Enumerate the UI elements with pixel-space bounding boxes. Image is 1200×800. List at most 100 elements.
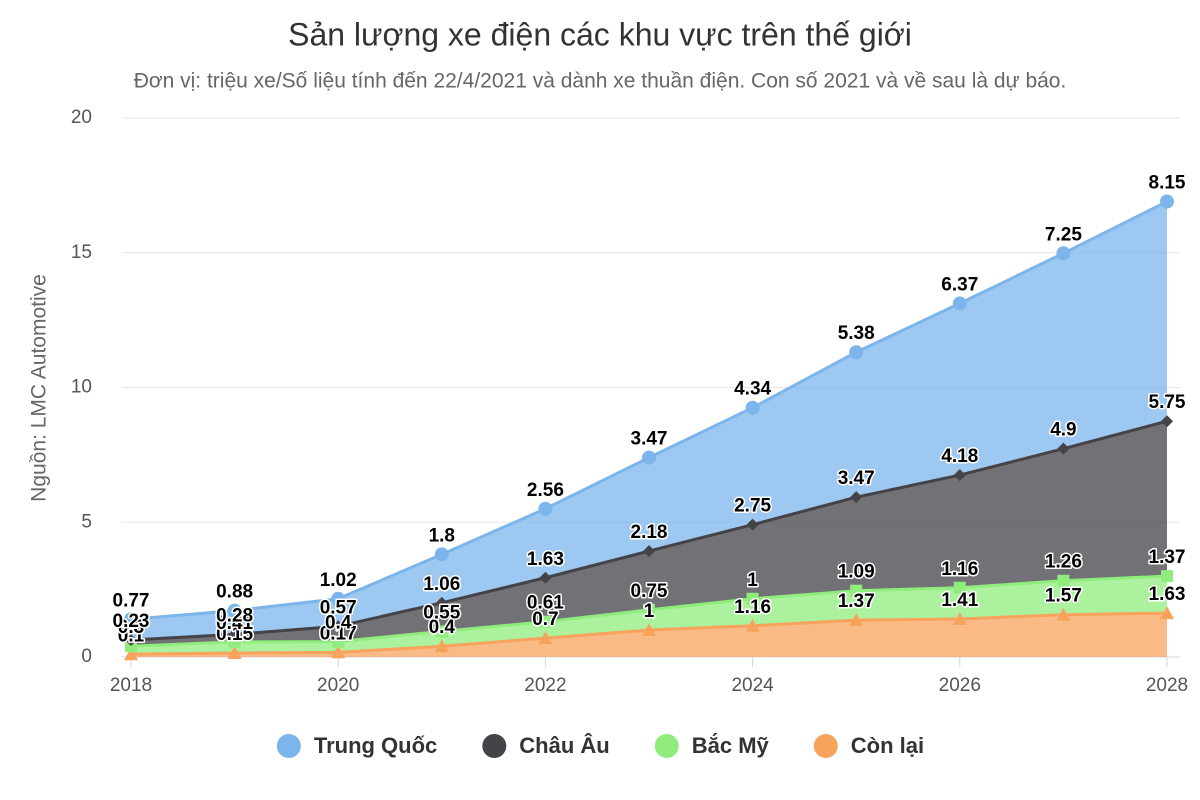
- marker: [434, 547, 449, 562]
- data-label: 5.75: [1149, 392, 1186, 413]
- marker: [331, 591, 346, 606]
- area: [131, 421, 1167, 647]
- data-label: 0.28: [216, 605, 253, 626]
- data-label: 1.09: [838, 562, 875, 583]
- y-tick-label: 0: [81, 646, 92, 667]
- chart-title: Sản lượng xe điện các khu vực trên thế g…: [288, 16, 912, 52]
- data-label: 1.63: [1149, 584, 1186, 605]
- data-label: 0.1: [118, 625, 145, 646]
- marker: [227, 603, 242, 618]
- data-label: 4.34: [734, 379, 771, 400]
- data-label: 0.15: [216, 624, 253, 645]
- data-label: 8.15: [1149, 173, 1186, 194]
- data-label: 3.47: [631, 429, 668, 450]
- marker: [1160, 606, 1174, 620]
- y-tick-label: 20: [71, 107, 92, 128]
- marker: [435, 625, 448, 638]
- marker: [850, 491, 863, 504]
- y-axis-title: Nguồn: LMC Automotive: [28, 274, 51, 502]
- marker: [539, 571, 552, 584]
- y-tick-label: 10: [71, 377, 92, 398]
- marker: [228, 628, 241, 641]
- marker: [125, 634, 137, 647]
- marker: [539, 615, 552, 628]
- marker: [952, 612, 967, 626]
- marker: [538, 631, 553, 645]
- x-tick-label: 2026: [939, 675, 981, 696]
- marker: [952, 296, 967, 311]
- marker: [538, 501, 553, 516]
- marker: [849, 345, 864, 360]
- marker: [1161, 570, 1173, 583]
- legend-swatch: [813, 734, 838, 758]
- data-label: 4.9: [1050, 420, 1076, 441]
- marker: [1161, 415, 1173, 428]
- data-label: 4.18: [941, 446, 978, 467]
- data-label: 0.3: [118, 617, 144, 638]
- legend-label: Bắc Mỹ: [692, 733, 770, 758]
- data-label: 1: [644, 601, 655, 622]
- marker: [642, 623, 656, 637]
- data-label: 0.75: [631, 581, 668, 602]
- marker: [643, 545, 655, 558]
- data-label: 0.57: [320, 597, 357, 618]
- legend-swatch: [276, 734, 301, 758]
- marker: [745, 400, 760, 415]
- data-label: 1.16: [941, 559, 978, 580]
- marker: [953, 469, 966, 482]
- marker: [1160, 194, 1174, 209]
- data-label: 0.61: [527, 593, 564, 614]
- data-label: 0.41: [216, 613, 253, 634]
- data-label: 0.77: [113, 590, 150, 611]
- marker: [435, 596, 448, 609]
- data-label: 5.38: [838, 323, 875, 344]
- legend-swatch: [482, 734, 507, 758]
- data-label: 1.57: [1045, 586, 1082, 607]
- x-tick-label: 2020: [317, 675, 359, 696]
- marker: [849, 613, 864, 627]
- data-label: 0.17: [320, 623, 357, 644]
- data-label: 1.37: [838, 591, 875, 612]
- x-tick-label: 2018: [110, 675, 152, 696]
- data-label: 1.16: [734, 597, 771, 618]
- legend-label: Còn lại: [851, 733, 924, 758]
- marker: [1057, 442, 1070, 455]
- data-label: 1.8: [429, 525, 455, 546]
- marker: [332, 620, 345, 633]
- data-label: 2.75: [734, 496, 771, 517]
- marker: [850, 584, 863, 597]
- marker: [124, 612, 138, 627]
- data-label: 1: [747, 570, 758, 591]
- marker: [1057, 574, 1070, 587]
- data-label: 1.63: [527, 549, 564, 570]
- x-tick-label: 2024: [731, 675, 774, 696]
- y-tick-label: 5: [81, 511, 92, 532]
- data-label: 0.4: [325, 613, 352, 634]
- data-label: 1.26: [1045, 552, 1082, 573]
- x-tick-label: 2022: [524, 675, 566, 696]
- marker: [642, 450, 656, 465]
- marker: [1056, 607, 1071, 621]
- legend-label: Châu Âu: [519, 733, 609, 758]
- y-tick-label: 15: [71, 242, 92, 263]
- marker: [125, 640, 137, 653]
- data-label: 1.37: [1149, 547, 1186, 568]
- data-label: 0.7: [532, 609, 558, 630]
- data-label: 7.25: [1045, 224, 1082, 245]
- data-label: 2.18: [631, 522, 668, 543]
- x-tick-label: 2028: [1146, 675, 1188, 696]
- data-label: 0.55: [423, 602, 460, 623]
- marker: [953, 581, 966, 594]
- marker: [228, 635, 241, 648]
- area: [131, 201, 1167, 641]
- data-label: 3.47: [838, 468, 875, 489]
- data-label: 6.37: [941, 274, 978, 295]
- marker: [1056, 246, 1071, 261]
- legend-label: Trung Quốc: [314, 733, 437, 758]
- marker: [332, 635, 345, 648]
- data-label: 0.23: [113, 611, 150, 632]
- chart-subtitle: Đơn vị: triệu xe/Số liệu tính đến 22/4/2…: [134, 70, 1067, 93]
- marker: [227, 645, 242, 659]
- data-label: 1.41: [941, 590, 978, 611]
